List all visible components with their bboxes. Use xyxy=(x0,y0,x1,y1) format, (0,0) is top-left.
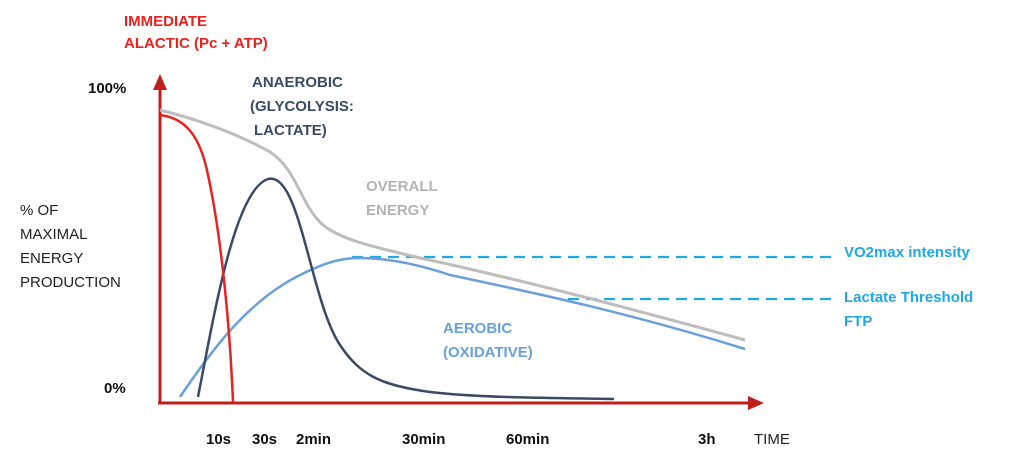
aerobic-label-line1: AEROBIC xyxy=(443,320,513,337)
vo2max-label: VO2max intensity xyxy=(844,244,970,261)
x-tick-30min: 30min xyxy=(402,431,446,448)
y-axis-title-line2: MAXIMAL xyxy=(20,226,88,243)
x-tick-30s: 30s xyxy=(252,431,278,448)
y-axis-title-line3: ENERGY xyxy=(20,250,84,267)
anaerobic-curve xyxy=(196,177,615,401)
overall-label-line1: OVERALL xyxy=(366,178,438,195)
aerobic-label-line2: (OXIDATIVE) xyxy=(443,344,533,361)
x-axis-title: TIME xyxy=(754,431,790,448)
y-axis-title-line4: PRODUCTION xyxy=(20,274,121,291)
ftp-label: FTP xyxy=(844,313,873,330)
overall-label-line2: ENERGY xyxy=(366,202,430,219)
aerobic-curve xyxy=(178,256,746,398)
anaerobic-label-line3: LACTATE) xyxy=(254,122,327,139)
immediate-label-line1: IMMEDIATE xyxy=(124,13,208,30)
y-axis-title-line1: % OF xyxy=(20,202,59,219)
overall-energy-curve xyxy=(159,108,746,342)
x-tick-3h: 3h xyxy=(698,431,716,448)
x-tick-2min: 2min xyxy=(296,431,332,448)
alactic-curve xyxy=(159,113,235,403)
anaerobic-label-line1: ANAEROBIC xyxy=(252,74,343,91)
immediate-label-line2: ALACTIC (Pc + ATP) xyxy=(124,35,268,52)
y-tick-bottom: 0% xyxy=(104,380,126,397)
x-tick-60min: 60min xyxy=(506,431,550,448)
y-tick-top: 100% xyxy=(88,80,127,97)
anaerobic-label-line2: (GLYCOLYSIS: xyxy=(250,98,354,115)
lactate-threshold-label: Lactate Threshold xyxy=(844,289,974,306)
y-axis-arrowhead xyxy=(153,74,167,90)
x-tick-10s: 10s xyxy=(206,431,232,448)
x-axis-arrowhead xyxy=(748,396,764,410)
